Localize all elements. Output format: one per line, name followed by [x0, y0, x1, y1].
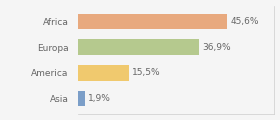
Text: 36,9%: 36,9%: [202, 43, 231, 52]
Text: 1,9%: 1,9%: [88, 94, 111, 103]
Text: 45,6%: 45,6%: [231, 17, 259, 26]
Bar: [78, 65, 129, 81]
Bar: [78, 91, 85, 106]
Bar: [78, 39, 199, 55]
Text: 15,5%: 15,5%: [132, 68, 161, 77]
Bar: [78, 14, 227, 29]
